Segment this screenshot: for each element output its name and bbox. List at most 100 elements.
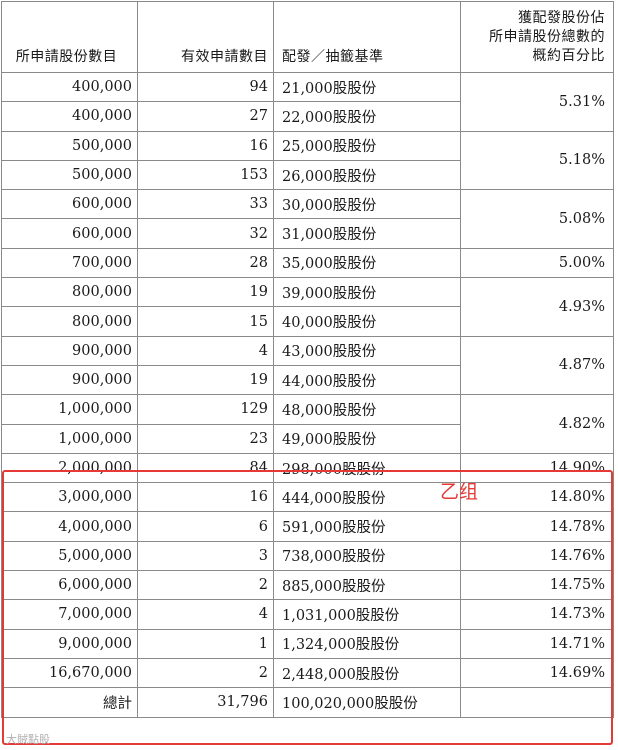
allocation-basis-cell: 26,000股股份 xyxy=(273,159,461,191)
shares-applied-cell: 500,000 xyxy=(1,159,138,191)
percentage-cell: 14.90% xyxy=(460,452,614,484)
table-row: 16,670,000 2 2,448,000股股份 14.69% xyxy=(1,657,614,689)
shares-applied-cell: 16,670,000 xyxy=(1,657,138,689)
shares-applied-cell: 800,000 xyxy=(1,277,138,308)
percentage-cell: 14.75% xyxy=(460,570,614,601)
allocation-basis-cell: 30,000股股份 xyxy=(273,189,461,220)
shares-applied-cell: 600,000 xyxy=(1,189,138,220)
allocation-basis-cell: 738,000股股份 xyxy=(273,540,461,572)
total-percentage-cell xyxy=(460,687,614,718)
allocation-basis-cell: 25,000股股份 xyxy=(273,130,461,161)
valid-applications-cell: 19 xyxy=(137,364,274,396)
allocation-basis-cell: 444,000股股份 xyxy=(273,482,461,513)
allocation-basis-cell: 35,000股股份 xyxy=(273,247,461,279)
valid-applications-cell: 4 xyxy=(137,335,274,366)
allocation-basis-cell: 39,000股股份 xyxy=(273,277,461,308)
valid-applications-cell: 1 xyxy=(137,628,274,659)
valid-applications-cell: 94 xyxy=(137,71,274,103)
valid-applications-cell: 153 xyxy=(137,159,274,191)
shares-applied-cell: 900,000 xyxy=(1,364,138,396)
percentage-cell: 5.18% xyxy=(460,130,614,191)
total-label: 總計 xyxy=(1,687,138,718)
percentage-cell: 14.73% xyxy=(460,599,614,630)
table-row: 500,000 16 25,000股股份 5.18% xyxy=(1,130,614,191)
table-row: 2,000,000 84 298,000股股份 14.90% xyxy=(1,452,614,484)
percentage-cell: 5.31% xyxy=(460,72,614,132)
shares-applied-cell: 6,000,000 xyxy=(1,570,138,601)
shares-applied-cell: 2,000,000 xyxy=(1,452,138,484)
allocation-table-container: 所申請股份數目 有效申請數目 配發／抽籤基準 獲配發股份佔 所申請股份總數的 概… xyxy=(1,1,614,718)
table-row: 6,000,000 2 885,000股股份 14.75% xyxy=(1,570,614,601)
shares-applied-cell: 500,000 xyxy=(1,130,138,161)
allocation-basis-cell: 44,000股股份 xyxy=(273,364,461,396)
allocation-basis-cell: 591,000股股份 xyxy=(273,511,461,542)
valid-applications-cell: 3 xyxy=(137,540,274,572)
header-valid-applications: 有效申請數目 xyxy=(137,1,274,73)
shares-applied-cell: 1,000,000 xyxy=(1,394,138,425)
valid-applications-cell: 33 xyxy=(137,189,274,220)
valid-applications-cell: 16 xyxy=(137,130,274,161)
shares-applied-cell: 800,000 xyxy=(1,306,138,337)
percentage-cell: 14.80% xyxy=(460,482,614,513)
table-row: 600,000 32 31,000股股份 xyxy=(1,218,614,249)
valid-applications-cell: 2 xyxy=(137,570,274,601)
valid-applications-cell: 32 xyxy=(137,218,274,249)
valid-applications-cell: 28 xyxy=(137,247,274,279)
watermark: 大賊點股 xyxy=(6,733,50,746)
percentage-cell: 14.71% xyxy=(460,628,614,659)
table-row: 400,000 27 22,000股股份 xyxy=(1,101,614,132)
table-row: 400,000 94 21,000股股份 5.31% xyxy=(1,71,614,132)
percentage-cell: 5.00% xyxy=(460,247,614,279)
table-row: 800,000 15 40,000股股份 xyxy=(1,306,614,337)
total-allocation: 100,020,000股股份 xyxy=(273,687,461,718)
percentage-cell: 14.78% xyxy=(460,511,614,542)
allocation-basis-cell: 49,000股股份 xyxy=(273,423,461,454)
table-row: 5,000,000 3 738,000股股份 14.76% xyxy=(1,540,614,572)
table-row: 1,000,000 23 49,000股股份 xyxy=(1,423,614,454)
valid-applications-cell: 15 xyxy=(137,306,274,337)
header-approx-percentage: 獲配發股份佔 所申請股份總數的 概約百分比 xyxy=(460,1,614,73)
allocation-basis-cell: 40,000股股份 xyxy=(273,306,461,337)
shares-applied-cell: 400,000 xyxy=(1,71,138,103)
percentage-cell: 4.87% xyxy=(460,335,614,396)
header-allocation-basis: 配發／抽籤基準 xyxy=(273,1,461,73)
valid-applications-cell: 19 xyxy=(137,277,274,308)
valid-applications-cell: 23 xyxy=(137,423,274,454)
shares-applied-cell: 700,000 xyxy=(1,247,138,279)
table-row: 700,000 28 35,000股股份 5.00% xyxy=(1,247,614,279)
allocation-basis-cell: 885,000股股份 xyxy=(273,570,461,601)
table-row: 900,000 19 44,000股股份 xyxy=(1,364,614,396)
table-row: 900,000 4 43,000股股份 4.87% xyxy=(1,335,614,396)
percentage-cell: 4.93% xyxy=(460,277,614,337)
allocation-basis-cell: 1,031,000股股份 xyxy=(273,599,461,630)
table-body: 400,000 94 21,000股股份 5.31% 400,000 27 22,000股股… xyxy=(1,71,614,689)
percentage-cell: 14.76% xyxy=(460,540,614,572)
allocation-basis-cell: 43,000股股份 xyxy=(273,335,461,366)
valid-applications-cell: 6 xyxy=(137,511,274,542)
table-header-row: 所申請股份數目 有效申請數目 配發／抽籤基準 獲配發股份佔 所申請股份總數的 概… xyxy=(1,1,614,73)
shares-applied-cell: 5,000,000 xyxy=(1,540,138,572)
table-row: 1,000,000 129 48,000股股份 4.82% xyxy=(1,394,614,454)
allocation-basis-cell: 2,448,000股股份 xyxy=(273,657,461,689)
shares-applied-cell: 4,000,000 xyxy=(1,511,138,542)
header-percentage-line-1: 獲配發股份佔 xyxy=(518,10,605,26)
allocation-table: 所申請股份數目 有效申請數目 配發／抽籤基準 獲配發股份佔 所申請股份總數的 概… xyxy=(1,1,614,718)
shares-applied-cell: 9,000,000 xyxy=(1,628,138,659)
table-row: 9,000,000 1 1,324,000股股份 14.71% xyxy=(1,628,614,659)
valid-applications-cell: 2 xyxy=(137,657,274,689)
allocation-basis-cell: 31,000股股份 xyxy=(273,218,461,249)
table-row: 4,000,000 6 591,000股股份 14.78% xyxy=(1,511,614,542)
valid-applications-cell: 84 xyxy=(137,452,274,484)
group-label: 乙组 xyxy=(440,481,479,503)
valid-applications-cell: 16 xyxy=(137,482,274,513)
table-row: 3,000,000 16 444,000股股份 14.80% xyxy=(1,482,614,513)
header-shares-applied: 所申請股份數目 xyxy=(1,1,138,73)
allocation-basis-cell: 1,324,000股股份 xyxy=(273,628,461,659)
shares-applied-cell: 600,000 xyxy=(1,218,138,249)
percentage-cell: 14.69% xyxy=(460,657,614,689)
shares-applied-cell: 7,000,000 xyxy=(1,599,138,630)
allocation-basis-cell: 48,000股股份 xyxy=(273,394,461,425)
percentage-cell: 5.08% xyxy=(460,189,614,249)
shares-applied-cell: 400,000 xyxy=(1,101,138,132)
table-row: 500,000 153 26,000股股份 xyxy=(1,159,614,191)
